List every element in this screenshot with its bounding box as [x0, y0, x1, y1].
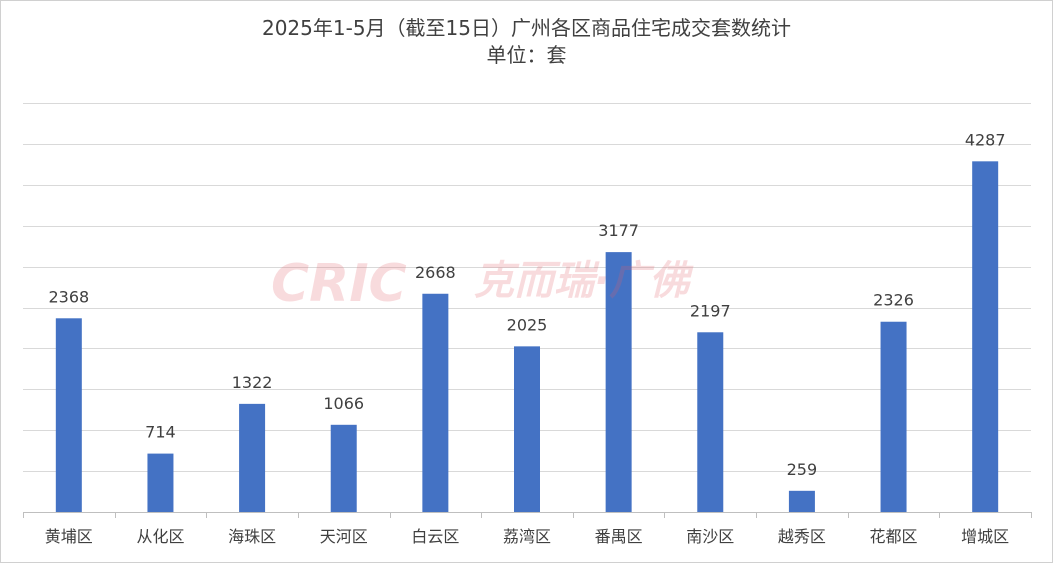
bar — [239, 403, 266, 512]
bar — [972, 161, 999, 512]
data-label: 2368 — [48, 287, 89, 306]
x-tick-label: 越秀区 — [778, 527, 826, 546]
data-label: 1066 — [323, 394, 364, 413]
x-tick-label: 白云区 — [411, 527, 459, 546]
chart-title: 2025年1-5月（截至15日）广州各区商品住宅成交套数统计 — [261, 16, 791, 40]
x-axis-labels: 黄埔区 从化区 海珠区 天河区 白云区 荔湾区 番禺区 南沙区 越秀区 花都区 增城区 — [45, 527, 1009, 546]
chart-subtitle: 单位：套 — [486, 43, 567, 67]
data-label: 4287 — [965, 130, 1006, 149]
x-tick-label: 南沙区 — [686, 527, 734, 546]
x-tick-label: 天河区 — [320, 527, 368, 546]
x-tick-label: 黄埔区 — [45, 527, 93, 546]
bar — [880, 321, 907, 512]
x-tick-label: 荔湾区 — [503, 527, 551, 546]
chart-title-block: 2025年1-5月（截至15日）广州各区商品住宅成交套数统计 单位：套 — [1, 15, 1052, 69]
x-tick-label: 增城区 — [961, 527, 1009, 546]
data-label: 2197 — [690, 301, 731, 320]
data-label: 2025 — [507, 315, 548, 334]
data-label: 259 — [787, 460, 818, 479]
bar — [788, 490, 815, 512]
data-labels: 2368 714 1322 1066 2668 2025 3177 2197 259 2326 42… — [48, 130, 1005, 478]
bars — [55, 161, 999, 512]
data-label: 3177 — [598, 221, 639, 240]
x-tick-label: 番禺区 — [595, 527, 643, 546]
data-label: 1322 — [232, 373, 273, 392]
x-axis-ticks — [23, 512, 1032, 518]
bar — [330, 424, 357, 512]
x-tick-label: 花都区 — [870, 527, 918, 546]
bar — [422, 293, 449, 512]
bar — [605, 252, 632, 512]
bar — [697, 332, 724, 512]
bar — [55, 318, 82, 512]
data-label: 2326 — [873, 291, 914, 310]
bar — [514, 346, 540, 512]
bar — [147, 453, 174, 512]
x-tick-label: 从化区 — [136, 527, 184, 546]
data-label: 714 — [145, 423, 176, 442]
x-tick-label: 海珠区 — [228, 527, 276, 546]
data-label: 2668 — [415, 263, 456, 282]
